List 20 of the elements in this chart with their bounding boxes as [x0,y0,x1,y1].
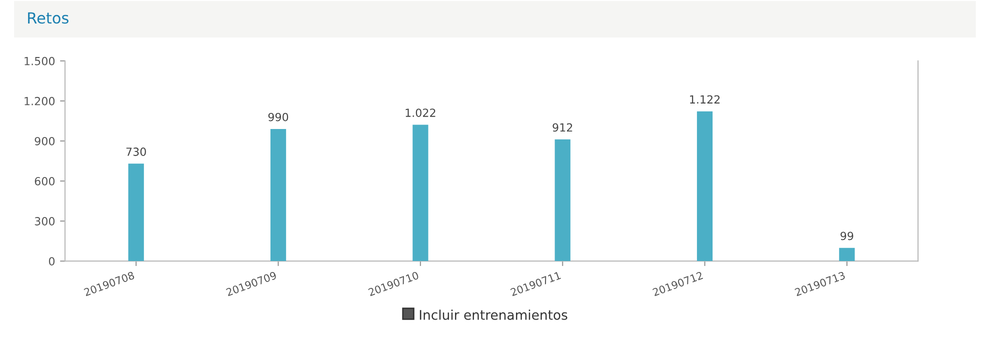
bar [270,128,286,262]
bar [839,248,855,262]
bar [696,111,713,262]
y-tick-label: 900 [34,136,55,146]
y-tick-label: 600 [34,176,55,186]
y-tick-label: 0 [48,257,55,266]
data-label: 912 [552,123,572,132]
text: Incluir entrenamientos [420,310,568,320]
y-tick-label: 1.500 [24,56,55,66]
data-label: 99 [840,232,854,240]
data-label: 730 [126,148,146,156]
data-label: 990 [268,112,288,122]
y-tick-label: 300 [34,217,55,226]
bar [412,124,428,262]
bar [128,164,144,262]
data-label: 1.122 [690,95,720,104]
bar [554,139,570,262]
data-label: 1.022 [406,108,436,117]
y-tick-label: 1.200 [24,96,55,106]
chart-title: Retos [28,12,68,24]
